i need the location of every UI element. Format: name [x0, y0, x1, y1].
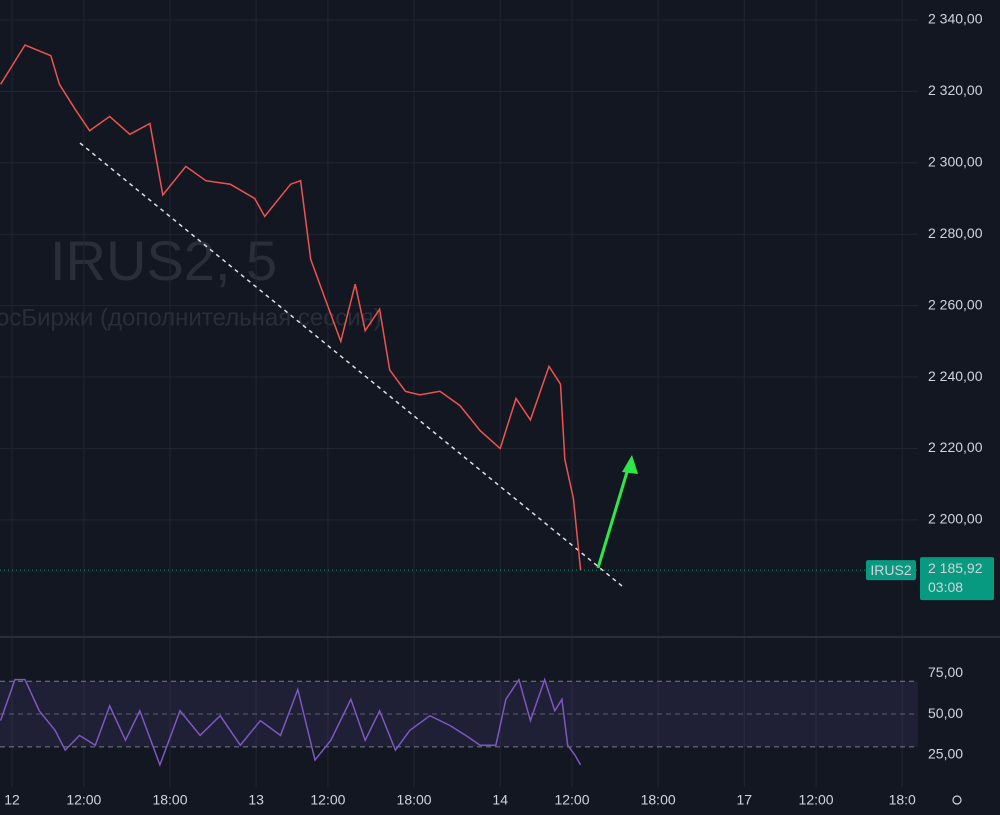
series-line	[0, 44, 582, 571]
x-tick-label: 12:00	[554, 792, 589, 808]
price-tag	[920, 557, 994, 601]
y-tick-label: 2 300,00	[928, 154, 983, 170]
y-tick-label: 2 280,00	[928, 225, 983, 241]
x-tick-label: 12:00	[310, 792, 345, 808]
price-tag-label: 2 185,92	[928, 560, 983, 576]
x-tick-label: 12:00	[66, 792, 101, 808]
x-tick-label: 12	[4, 792, 20, 808]
arrow-head	[622, 455, 638, 474]
y-tick-label: 2 220,00	[928, 439, 983, 455]
y-tick-label: 2 200,00	[928, 511, 983, 527]
y-tick-label: 2 320,00	[928, 82, 983, 98]
countdown-label: 03:08	[928, 579, 963, 595]
x-tick-label: 13	[248, 792, 264, 808]
x-tick-label: 18:00	[152, 792, 187, 808]
x-tick-label: 17	[736, 792, 752, 808]
x-tick-label: 18:0	[889, 792, 916, 808]
settings-icon[interactable]	[952, 795, 962, 805]
y-tick-label: 25,00	[928, 746, 963, 762]
x-tick-label: 14	[492, 792, 508, 808]
watermark-title: IRUS2, 5	[50, 229, 277, 292]
y-tick-label: 2 260,00	[928, 296, 983, 312]
symbol-tag-label: IRUS2	[870, 562, 911, 578]
series-line	[0, 677, 582, 768]
x-tick-label: 18:00	[641, 792, 676, 808]
y-tick-label: 2 240,00	[928, 368, 983, 384]
arrow-shaft	[596, 461, 632, 569]
grid	[0, 0, 918, 787]
symbol-tag	[866, 560, 916, 581]
y-tick-label: 2 340,00	[928, 11, 983, 27]
x-tick-label: 18:00	[397, 792, 432, 808]
y-tick-label: 75,00	[928, 664, 963, 680]
watermark-subtitle: осБиржи (дополнительная сессия)	[0, 304, 382, 331]
y-tick-label: 50,00	[928, 705, 963, 721]
x-tick-label: 12:00	[799, 792, 834, 808]
